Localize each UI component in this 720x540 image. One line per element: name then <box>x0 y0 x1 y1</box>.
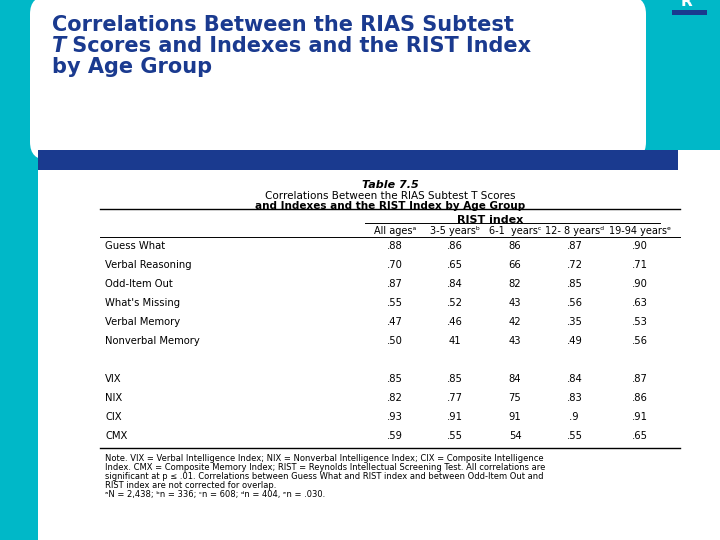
Text: 6-1  yearsᶜ: 6-1 yearsᶜ <box>489 226 541 236</box>
Bar <box>38 0 318 110</box>
Text: .35: .35 <box>567 317 583 327</box>
Text: VIX: VIX <box>105 374 122 384</box>
Text: .77: .77 <box>447 393 463 403</box>
Text: Scores and Indexes and the RIST Index: Scores and Indexes and the RIST Index <box>65 36 531 56</box>
Text: .85: .85 <box>567 279 583 289</box>
Text: RIST index are not corrected for overlap.: RIST index are not corrected for overlap… <box>105 481 276 490</box>
Text: .70: .70 <box>387 260 403 270</box>
Text: .87: .87 <box>567 241 583 251</box>
Bar <box>38 170 720 540</box>
Text: .52: .52 <box>447 298 463 308</box>
Bar <box>38 0 318 110</box>
Text: 41: 41 <box>449 336 462 346</box>
Text: 66: 66 <box>508 260 521 270</box>
Text: .91: .91 <box>447 412 463 422</box>
Text: by Age Group: by Age Group <box>52 57 212 77</box>
Text: .65: .65 <box>447 260 463 270</box>
Text: .65: .65 <box>632 431 648 441</box>
Text: .63: .63 <box>632 298 648 308</box>
Text: Correlations Between the RIAS Subtest T Scores: Correlations Between the RIAS Subtest T … <box>265 191 516 201</box>
Text: significant at p ≤ .01. Correlations between Guess What and RIST index and betwe: significant at p ≤ .01. Correlations bet… <box>105 472 544 481</box>
Text: NIX: NIX <box>105 393 122 403</box>
Text: What's Missing: What's Missing <box>105 298 180 308</box>
Text: .56: .56 <box>567 298 583 308</box>
Text: .46: .46 <box>447 317 463 327</box>
Text: Table 7.5: Table 7.5 <box>361 180 418 190</box>
Text: ᵃN = 2,438; ᵇn = 336; ᶜn = 608; ᵈn = 404, ᵉn = .030.: ᵃN = 2,438; ᵇn = 336; ᶜn = 608; ᵈn = 404… <box>105 490 325 499</box>
Text: .83: .83 <box>567 393 583 403</box>
Text: 82: 82 <box>509 279 521 289</box>
Text: 3-5 yearsᵇ: 3-5 yearsᵇ <box>430 226 480 236</box>
Text: .47: .47 <box>387 317 403 327</box>
Text: .72: .72 <box>567 260 583 270</box>
Text: .82: .82 <box>387 393 403 403</box>
Text: .53: .53 <box>632 317 648 327</box>
Text: 91: 91 <box>508 412 521 422</box>
Text: Odd-Item Out: Odd-Item Out <box>105 279 173 289</box>
Text: .55: .55 <box>567 431 583 441</box>
Text: .59: .59 <box>387 431 403 441</box>
Text: 12- 8 yearsᵈ: 12- 8 yearsᵈ <box>546 226 605 236</box>
Text: 43: 43 <box>509 336 521 346</box>
Text: Correlations Between the RIAS Subtest: Correlations Between the RIAS Subtest <box>52 15 514 35</box>
Polygon shape <box>672 0 707 10</box>
Text: .84: .84 <box>567 374 583 384</box>
Text: T: T <box>52 36 66 56</box>
Text: RIST index: RIST index <box>457 215 523 225</box>
Text: .86: .86 <box>632 393 648 403</box>
Bar <box>0 0 720 150</box>
Text: .55: .55 <box>387 298 403 308</box>
Text: Verbal Reasoning: Verbal Reasoning <box>105 260 192 270</box>
Text: Note. VIX = Verbal Intelligence Index; NIX = Nonverbal Intelligence Index; CIX =: Note. VIX = Verbal Intelligence Index; N… <box>105 454 544 463</box>
Text: 54: 54 <box>509 431 521 441</box>
Text: .85: .85 <box>447 374 463 384</box>
Text: and Indexes and the RIST Index by Age Group: and Indexes and the RIST Index by Age Gr… <box>255 201 525 211</box>
Text: .90: .90 <box>632 279 648 289</box>
Text: .50: .50 <box>387 336 403 346</box>
Text: .84: .84 <box>447 279 463 289</box>
Text: 19-94 yearsᵉ: 19-94 yearsᵉ <box>609 226 671 236</box>
Text: 84: 84 <box>509 374 521 384</box>
Text: .88: .88 <box>387 241 403 251</box>
Text: .9: .9 <box>570 412 581 422</box>
Text: .71: .71 <box>632 260 648 270</box>
Bar <box>38 150 678 170</box>
Text: 42: 42 <box>509 317 521 327</box>
Text: R: R <box>681 0 693 9</box>
Text: .86: .86 <box>447 241 463 251</box>
Text: 43: 43 <box>509 298 521 308</box>
Text: 75: 75 <box>508 393 521 403</box>
Text: .90: .90 <box>632 241 648 251</box>
Bar <box>0 0 38 540</box>
Text: 86: 86 <box>509 241 521 251</box>
Text: Guess What: Guess What <box>105 241 165 251</box>
Text: CMX: CMX <box>105 431 127 441</box>
Text: .85: .85 <box>387 374 403 384</box>
FancyBboxPatch shape <box>30 0 646 160</box>
Text: .91: .91 <box>632 412 648 422</box>
Text: Verbal Memory: Verbal Memory <box>105 317 180 327</box>
Text: .87: .87 <box>632 374 648 384</box>
Text: CIX: CIX <box>105 412 122 422</box>
Text: Nonverbal Memory: Nonverbal Memory <box>105 336 199 346</box>
Text: Index. CMX = Composite Memory Index; RIST = Reynolds Intellectual Screening Test: Index. CMX = Composite Memory Index; RIS… <box>105 463 545 472</box>
Text: .87: .87 <box>387 279 403 289</box>
Text: .49: .49 <box>567 336 583 346</box>
Text: .56: .56 <box>632 336 648 346</box>
Text: .93: .93 <box>387 412 403 422</box>
Bar <box>672 10 707 15</box>
Text: .55: .55 <box>447 431 463 441</box>
Text: All agesᵃ: All agesᵃ <box>374 226 416 236</box>
